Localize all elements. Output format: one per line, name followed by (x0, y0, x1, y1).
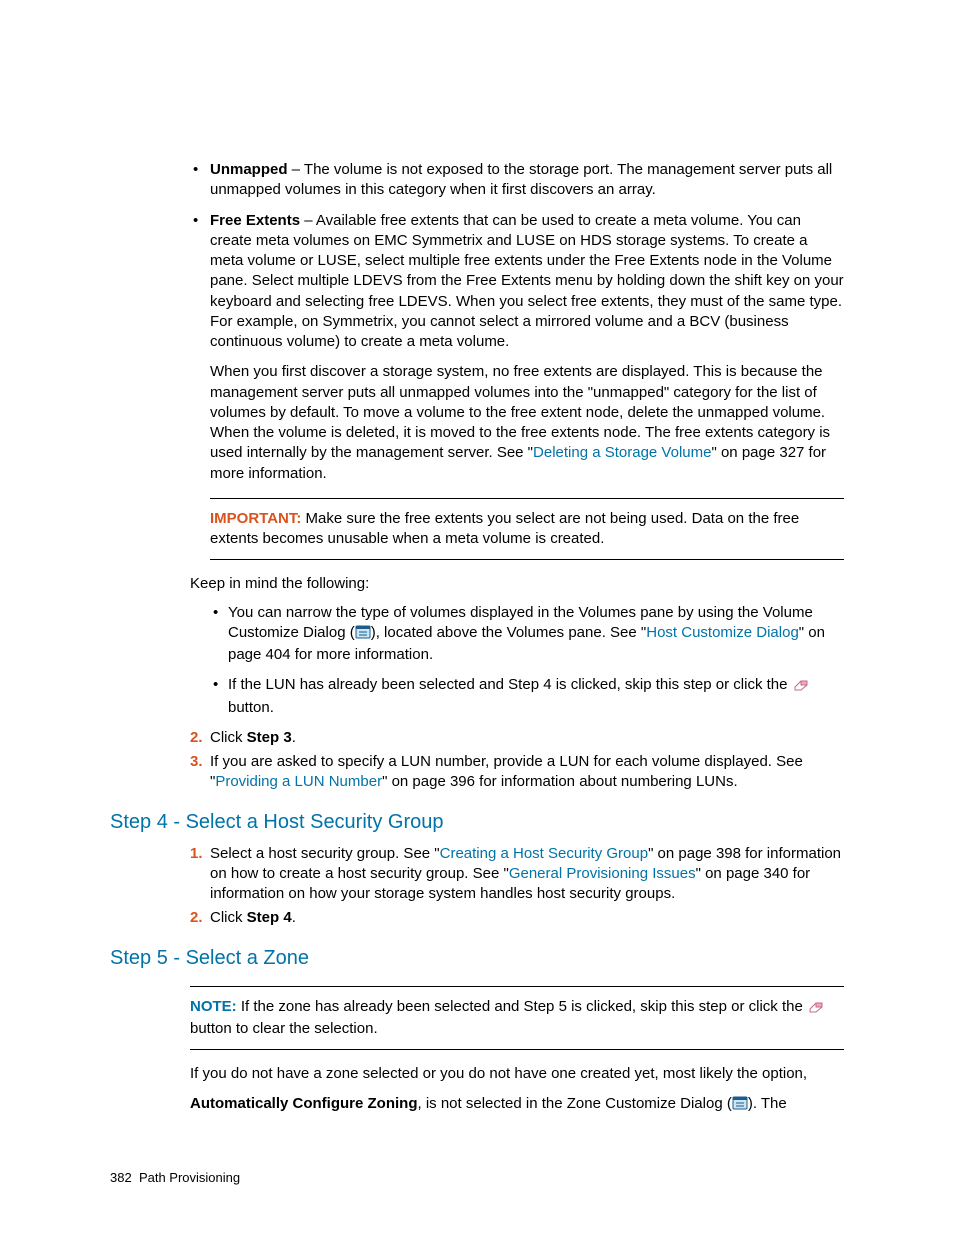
content-area: Unmapped – The volume is not exposed to … (190, 160, 844, 1117)
step5-p2-tail: ). The (748, 1095, 787, 1112)
bullet-free-extents-text: – Available free extents that can be use… (210, 212, 844, 351)
ol-i2-pre: Click (210, 729, 247, 746)
page-number: 382 (110, 1170, 132, 1185)
top-bullet-list: Unmapped – The volume is not exposed to … (190, 160, 844, 484)
keep-bullet-1: You can narrow the type of volumes displ… (210, 603, 844, 666)
bullet-unmapped-label: Unmapped (210, 161, 288, 178)
rule-top-important (210, 498, 844, 499)
note-text-pre: If the zone has already been selected an… (237, 998, 807, 1015)
note-label: NOTE: (190, 998, 237, 1015)
link-creating-host-security-group[interactable]: Creating a Host Security Group (440, 845, 648, 862)
ol-num-2: 2. (190, 728, 203, 748)
link-providing-lun-number[interactable]: Providing a LUN Number (215, 773, 382, 790)
step4-item-2: 2. Click Step 4. (190, 908, 844, 928)
note-block: NOTE: If the zone has already been selec… (190, 997, 844, 1040)
page: Unmapped – The volume is not exposed to … (0, 0, 954, 1235)
bullet-unmapped: Unmapped – The volume is not exposed to … (190, 160, 844, 201)
page-footer: 382 Path Provisioning (110, 1170, 240, 1185)
step4-item-1: 1. Select a host security group. See "Cr… (190, 844, 844, 905)
important-block: IMPORTANT: Make sure the free extents yo… (210, 509, 844, 550)
ol-item-2: 2. Click Step 3. (190, 728, 844, 748)
keep-in-mind-text: Keep in mind the following: (190, 574, 844, 594)
bullet-free-extents-label: Free Extents (210, 212, 300, 229)
ol-item-3: 3. If you are asked to specify a LUN num… (190, 752, 844, 793)
ol-i2-tail: . (292, 729, 296, 746)
keep-b2-pre: If the LUN has already been selected and… (228, 676, 792, 693)
keep-bullet-list: You can narrow the type of volumes displ… (210, 603, 844, 718)
eraser-icon (807, 999, 825, 1019)
ol-i3-tail: " on page 396 for information about numb… (382, 773, 738, 790)
step4-i1-pre: Select a host security group. See " (210, 845, 440, 862)
step4-heading: Step 4 - Select a Host Security Group (110, 809, 844, 836)
keep-b2-tail: button. (228, 699, 274, 716)
step4-ordered-list: 1. Select a host security group. See "Cr… (190, 844, 844, 929)
step4-num-2: 2. (190, 908, 203, 928)
free-extents-paragraph: When you first discover a storage system… (210, 362, 844, 484)
customize-dialog-icon (732, 1096, 748, 1116)
ol-num-3: 3. (190, 752, 203, 772)
step5-p2-mid: , is not selected in the Zone Customize … (418, 1095, 732, 1112)
eraser-icon (792, 677, 810, 697)
link-host-customize-dialog[interactable]: Host Customize Dialog (646, 624, 799, 641)
bullet-unmapped-text: – The volume is not exposed to the stora… (210, 161, 832, 198)
rule-bottom-note (190, 1049, 844, 1050)
footer-section: Path Provisioning (139, 1170, 240, 1185)
step5-heading: Step 5 - Select a Zone (110, 945, 844, 972)
step4-i2-pre: Click (210, 909, 247, 926)
rule-top-note (190, 986, 844, 987)
ol-i2-bold: Step 3 (247, 729, 292, 746)
important-label: IMPORTANT: (210, 510, 301, 527)
link-deleting-storage-volume[interactable]: Deleting a Storage Volume (533, 444, 711, 461)
step4-i2-tail: . (292, 909, 296, 926)
customize-dialog-icon (355, 625, 371, 645)
main-ordered-list: 2. Click Step 3. 3. If you are asked to … (190, 728, 844, 793)
keep-bullet-2: If the LUN has already been selected and… (210, 675, 844, 718)
step5-p2-bold: Automatically Configure Zoning (190, 1095, 418, 1112)
bullet-free-extents: Free Extents – Available free extents th… (190, 211, 844, 484)
note-text-tail: button to clear the selection. (190, 1020, 378, 1037)
step4-i2-bold: Step 4 (247, 909, 292, 926)
step4-num-1: 1. (190, 844, 203, 864)
step5-paragraph-1: If you do not have a zone selected or yo… (190, 1064, 844, 1084)
keep-b1-mid: ), located above the Volumes pane. See " (371, 624, 647, 641)
link-general-provisioning-issues[interactable]: General Provisioning Issues (509, 865, 696, 882)
rule-bottom-important (210, 559, 844, 560)
step5-paragraph-2: Automatically Configure Zoning, is not s… (190, 1094, 844, 1116)
